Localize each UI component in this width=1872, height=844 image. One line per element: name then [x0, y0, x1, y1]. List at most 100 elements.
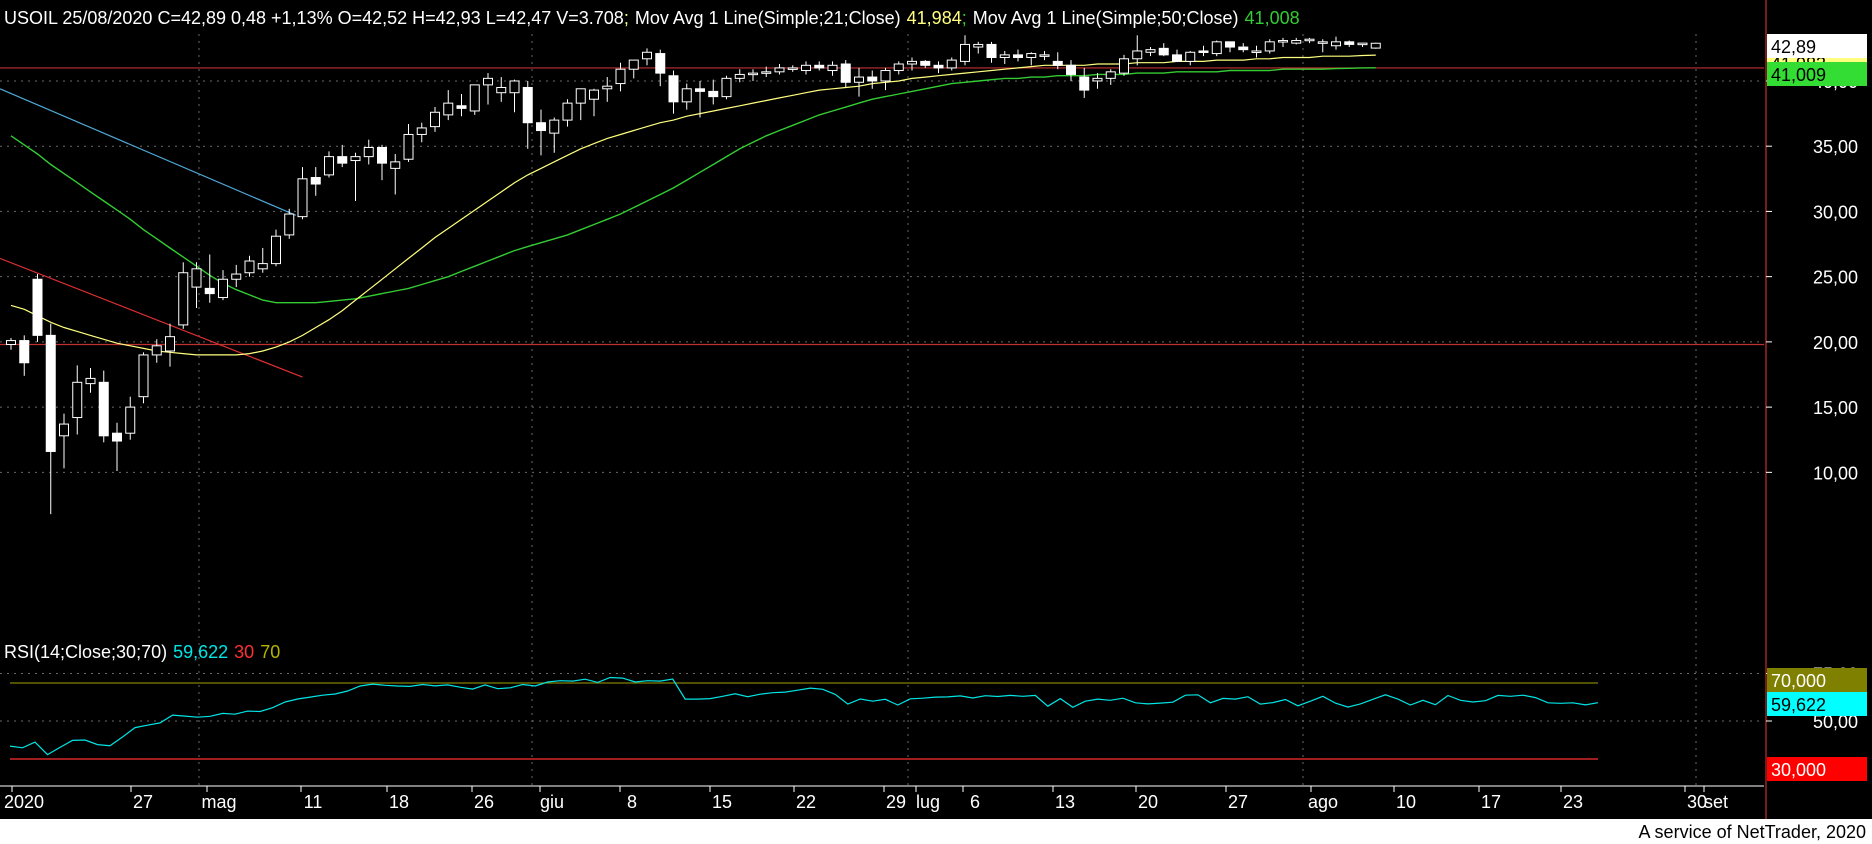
x-tick-label-12: 6	[970, 792, 980, 812]
candle-82	[1092, 73, 1103, 89]
candle-103	[1370, 42, 1381, 49]
candle-body-30	[403, 133, 414, 160]
candle-52	[695, 80, 705, 118]
candle-body-80	[1066, 64, 1076, 75]
candle-7	[98, 370, 109, 443]
candle-69	[920, 60, 931, 68]
candle-body-89	[1185, 51, 1196, 62]
candle-57	[761, 66, 772, 78]
candle-37	[496, 77, 507, 102]
candle-body-16	[218, 278, 228, 299]
candle-body-52	[695, 88, 705, 92]
candle-94	[1251, 45, 1262, 58]
candle-body-85	[1132, 50, 1143, 60]
badge-bg-1	[1767, 34, 1867, 58]
candle-body-90	[1198, 50, 1209, 53]
candle-body-34	[456, 105, 467, 109]
candle-body-3	[45, 334, 56, 452]
candle-body-69	[920, 60, 931, 66]
candle-body-94	[1251, 50, 1262, 53]
badge-text-3: 70,000	[1771, 671, 1826, 691]
x-tick-label-19: 23	[1563, 792, 1583, 812]
candle-body-11	[151, 345, 162, 356]
candle-body-71	[946, 59, 957, 69]
header-sep-1: ;	[624, 8, 629, 28]
candle-body-53	[708, 90, 719, 98]
candle-58	[774, 64, 785, 75]
candle-body-56	[748, 72, 758, 76]
candle-79	[1052, 52, 1063, 70]
candle-body-101	[1344, 41, 1355, 45]
candle-87	[1158, 43, 1169, 57]
candle-body-72	[960, 43, 970, 62]
candle-body-64	[854, 76, 864, 83]
candle-83	[1105, 69, 1116, 85]
candle-101	[1344, 40, 1355, 48]
candle-44	[589, 88, 599, 117]
rsi-y-label-0: 50,00	[1813, 712, 1858, 732]
header-ma21-value: 41,984	[907, 8, 962, 28]
candle-56	[748, 69, 758, 81]
rsi-legend: RSI(14;Close;30;70) 59,622 30 70	[4, 642, 280, 662]
candle-body-74	[986, 43, 997, 58]
candle-body-79	[1052, 60, 1063, 66]
candle-2	[32, 274, 43, 342]
vertical-grid	[0, 34, 1764, 790]
candle-4	[59, 413, 69, 469]
candle-body-19	[257, 263, 268, 270]
badge-bg-4	[1767, 692, 1867, 716]
price-y-label-5: 35,00	[1813, 137, 1858, 157]
candle-body-43	[575, 88, 586, 104]
candle-14	[191, 262, 202, 308]
candle-0	[6, 337, 16, 350]
badge-rsi-high-3: 70,000	[1767, 668, 1867, 692]
candle-80	[1066, 60, 1076, 81]
x-tick-label-21: set	[1704, 792, 1728, 812]
x-tick-label-10: 29	[886, 792, 906, 812]
candle-54	[721, 75, 732, 100]
candle-27	[363, 139, 374, 165]
candle-body-97	[1291, 40, 1302, 44]
candle-50	[668, 70, 679, 114]
rsi-legend-high: 70	[260, 642, 280, 662]
candle-body-41	[549, 119, 560, 134]
candle-body-75	[999, 54, 1010, 58]
candle-65	[867, 70, 878, 89]
header-sep-2: ;	[962, 8, 967, 28]
x-tick-label-14: 20	[1138, 792, 1158, 812]
badge-text-2: 41,009	[1771, 65, 1826, 85]
badge-ma50-2: 41,009	[1767, 62, 1867, 86]
trendlines	[0, 88, 303, 378]
candle-body-70	[933, 64, 944, 69]
header-main: USOIL 25/08/2020 C=42,89 0,48 +1,13% O=4…	[4, 8, 624, 28]
candle-body-15	[204, 287, 215, 295]
candle-70	[933, 61, 944, 74]
candle-67	[893, 61, 904, 75]
rsi-panel	[9, 676, 1599, 760]
x-axis-labels: 2020 27 mag 11 18 26 giu 8 15 22 29 lug 6 13 20 27 ago 10…	[4, 786, 1728, 812]
x-tick-label-2: mag	[201, 792, 236, 812]
candle-body-60	[801, 64, 811, 72]
candle-6	[85, 367, 96, 393]
candle-39	[522, 80, 533, 149]
badge-text-5: 30,000	[1771, 760, 1826, 780]
header-ma50-value: 41,008	[1245, 8, 1300, 28]
candle-body-51	[681, 88, 692, 103]
candle-75	[999, 50, 1010, 65]
candle-body-49	[655, 53, 666, 74]
candle-84	[1119, 54, 1129, 76]
candle-102	[1357, 42, 1368, 48]
candle-53	[708, 79, 719, 105]
candle-body-57	[761, 71, 772, 74]
badge-bg-0	[1767, 56, 1867, 64]
candle-body-83	[1105, 71, 1116, 79]
ma50-line	[10, 67, 1376, 304]
candle-43	[575, 88, 586, 121]
candle-body-86	[1145, 49, 1156, 53]
candle-body-50	[668, 75, 679, 103]
candle-body-58	[774, 67, 785, 73]
candle-body-46	[615, 68, 626, 85]
candle-8	[112, 422, 122, 472]
trendline-red	[0, 257, 303, 378]
candle-91	[1211, 40, 1222, 57]
